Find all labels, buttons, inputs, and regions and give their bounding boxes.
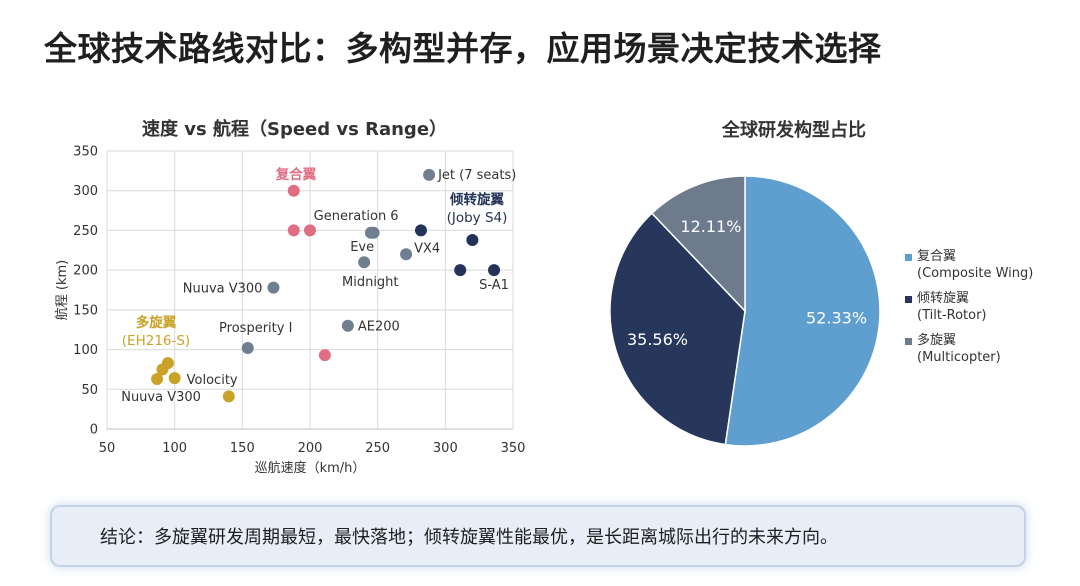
legend-item-tilt-rotor: 倾转旋翼 (Tilt-Rotor) [905, 290, 1033, 324]
x-tick-label: 300 [433, 441, 458, 456]
y-tick-label: 0 [90, 423, 98, 438]
point-label: Nuuva V300 [183, 282, 263, 297]
pie-slice-label: 12.11% [680, 217, 741, 236]
x-axis-label: 巡航速度（km/h） [255, 460, 366, 476]
point-label: Nuuva V300 [121, 390, 201, 405]
point-label: Volocity [187, 373, 238, 388]
legend-swatch-multicopter [905, 338, 912, 345]
point-label: S-A1 [479, 278, 509, 293]
page-title: 全球技术路线对比：多构型并存，应用场景决定技术选择 [44, 29, 882, 68]
conclusion-banner: 结论：多旋翼研发周期最短，最快落地；倾转旋翼性能最优，是长距离城际出行的未来方向… [50, 505, 1026, 567]
y-tick-label: 50 [81, 383, 98, 398]
legend-swatch-composite [905, 254, 912, 261]
point-label: Jet (7 seats) [437, 168, 516, 183]
data-point-other [367, 226, 380, 239]
point-label: Eve [350, 240, 374, 255]
y-tick-label: 150 [73, 303, 98, 318]
data-point-composite [318, 349, 331, 362]
configuration-share-pie-chart: 52.33% 35.56% 12.11% [609, 175, 881, 447]
conclusion-text: 结论：多旋翼研发周期最短，最快落地；倾转旋翼性能最优，是长距离城际出行的未来方向… [100, 527, 838, 548]
legend-label: 倾转旋翼 [917, 291, 970, 306]
y-tick-label: 200 [73, 264, 98, 279]
legend-item-composite: 复合翼 (Composite Wing) [905, 248, 1033, 282]
point-label: AE200 [358, 320, 400, 335]
point-label: VX4 [414, 241, 440, 256]
data-point-multicopter [222, 390, 235, 403]
group-label-multicopter: (EH216-S) [122, 333, 190, 349]
legend-swatch-tilt-rotor [905, 296, 912, 303]
data-point-other [358, 256, 371, 269]
y-tick-label: 350 [73, 145, 98, 160]
data-point-other [241, 341, 254, 354]
pie-legend: 复合翼 (Composite Wing) 倾转旋翼 (Tilt-Rotor) 多旋翼… [905, 248, 1033, 374]
x-tick-label: 150 [230, 441, 255, 456]
point-label: Generation 6 [314, 209, 399, 224]
pie-slice-label: 52.33% [806, 309, 867, 328]
x-tick-label: 100 [162, 441, 187, 456]
point-label: Midnight [342, 275, 399, 290]
legend-label: 多旋翼 [917, 333, 957, 348]
y-tick-label: 300 [73, 184, 98, 199]
pie-slice [724, 175, 881, 447]
y-tick-label: 100 [73, 343, 98, 358]
x-tick-label: 250 [365, 441, 390, 456]
group-label-multicopter: 多旋翼 [136, 314, 177, 331]
pie-chart-title: 全球研发构型占比 [722, 120, 866, 141]
data-point-composite [287, 224, 300, 237]
x-tick-label: 50 [99, 441, 116, 456]
data-point-multicopter [151, 372, 164, 385]
group-label-tilt_rotor: (Joby S4) [447, 210, 508, 226]
x-tick-label: 200 [298, 441, 323, 456]
group-label-composite: 复合翼 [275, 166, 317, 183]
group-label-tilt_rotor: 倾转旋翼 [449, 191, 504, 208]
y-tick-label: 250 [73, 224, 98, 239]
data-point-composite [304, 224, 316, 237]
data-point-composite [287, 184, 300, 197]
data-point-multicopter [156, 363, 169, 376]
data-point-other [400, 248, 413, 261]
scatter-chart-title: 速度 vs 航程（Speed vs Range） [142, 119, 448, 140]
pie-slice-label: 35.56% [627, 330, 688, 349]
data-point-multicopter [168, 372, 181, 385]
data-point-tilt_rotor [488, 264, 501, 277]
data-point-tilt_rotor [454, 264, 467, 277]
pie-slice [609, 212, 746, 446]
legend-label: 复合翼 [917, 249, 957, 264]
pie-slice [650, 175, 746, 313]
data-point-other [267, 281, 280, 294]
x-tick-label: 350 [501, 441, 526, 456]
legend-sublabel: (Composite Wing) [917, 266, 1034, 281]
legend-sublabel: (Tilt-Rotor) [917, 308, 987, 323]
legend-item-multicopter: 多旋翼 (Multicopter) [905, 332, 1033, 366]
data-point-tilt_rotor [414, 224, 427, 237]
point-label: Prosperity I [219, 321, 292, 336]
data-point-other [423, 168, 436, 181]
data-point-other [341, 319, 354, 332]
y-axis-label: 航程 (km) [54, 260, 70, 320]
legend-sublabel: (Multicopter) [917, 350, 1001, 365]
data-point-tilt_rotor [466, 233, 479, 246]
